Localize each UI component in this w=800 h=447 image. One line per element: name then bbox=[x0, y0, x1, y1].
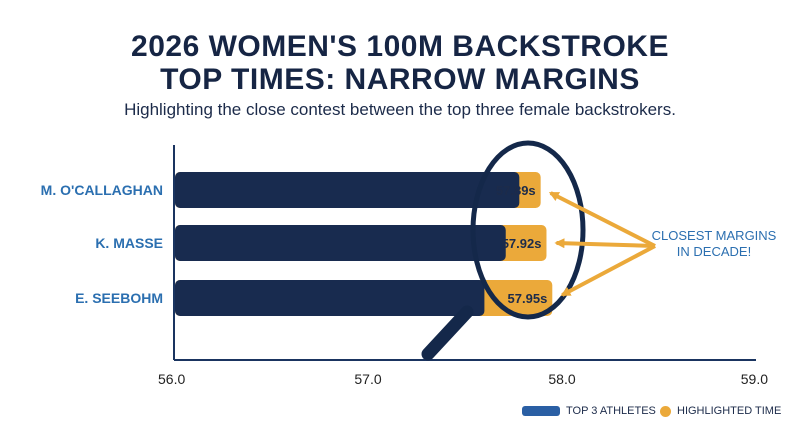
x-tick-label-3: 59.0 bbox=[741, 371, 768, 387]
annotation-arrow-2 bbox=[560, 244, 656, 297]
axis-layer: 56.0 57.0 58.0 59.0 bbox=[158, 145, 768, 387]
legend-swatch-bar bbox=[522, 406, 560, 416]
bars-layer bbox=[175, 172, 553, 316]
annotation-arrow-0 bbox=[548, 191, 656, 248]
legend-label-top-athletes: TOP 3 ATHLETES bbox=[566, 405, 656, 417]
chart-title-line-2: TOP TIMES: NARROW MARGINS bbox=[160, 63, 640, 96]
athlete-bar-1 bbox=[175, 225, 506, 261]
legend-item-top-athletes: TOP 3 ATHLETES bbox=[522, 405, 656, 417]
chart-title-line-1: 2026 WOMEN'S 100M BACKSTROKE bbox=[131, 30, 669, 63]
legend-item-highlighted-time: HIGHLIGHTED TIME bbox=[660, 405, 781, 417]
chart-title: 2026 WOMEN'S 100M BACKSTROKE TOP TIMES: … bbox=[0, 30, 800, 96]
labels-layer: M. O'CALLAGHAN 57.89s K. MASSE 57.92s E. SEE… bbox=[41, 182, 548, 306]
annotation-line-2: IN DECADE! bbox=[677, 244, 751, 259]
category-label-2: E. SEEBOHM bbox=[75, 290, 163, 306]
annotation-arrow-1 bbox=[554, 238, 656, 249]
athlete-bar-0 bbox=[175, 172, 520, 208]
x-tick-label-2: 58.0 bbox=[548, 371, 575, 387]
x-tick-label-1: 57.0 bbox=[354, 371, 381, 387]
x-tick-label-0: 56.0 bbox=[158, 371, 185, 387]
athlete-bar-2 bbox=[175, 280, 485, 316]
chart-subtitle: Highlighting the close contest between t… bbox=[124, 100, 676, 119]
annotation: CLOSEST MARGINS IN DECADE! bbox=[548, 191, 777, 297]
category-label-1: K. MASSE bbox=[95, 235, 163, 251]
magnifier-icon bbox=[421, 140, 586, 361]
legend-swatch-dot bbox=[660, 405, 671, 417]
legend-label-highlighted-time: HIGHLIGHTED TIME bbox=[677, 405, 782, 417]
annotation-line-1: CLOSEST MARGINS bbox=[652, 228, 777, 243]
value-label-0: 57.89s bbox=[496, 183, 536, 198]
value-label-1: 57.92s bbox=[502, 236, 542, 251]
category-label-0: M. O'CALLAGHAN bbox=[41, 182, 163, 198]
value-label-2: 57.95s bbox=[508, 291, 548, 306]
